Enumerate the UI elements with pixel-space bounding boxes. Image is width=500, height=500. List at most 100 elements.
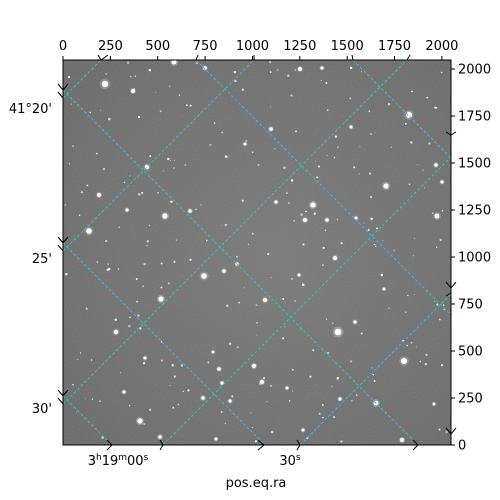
- faint-star: [65, 272, 68, 276]
- faint-star: [118, 226, 121, 229]
- faint-star: [85, 307, 88, 310]
- faint-star: [255, 304, 258, 307]
- grid-line-ra: [63, 60, 102, 99]
- faint-star: [64, 204, 67, 206]
- star: [137, 418, 143, 424]
- faint-star: [407, 294, 409, 297]
- faint-star: [316, 176, 319, 179]
- faint-star: [75, 412, 77, 414]
- faint-star: [167, 157, 170, 161]
- faint-star: [326, 351, 330, 355]
- coordinate-grid: [63, 60, 451, 445]
- faint-star: [436, 303, 439, 306]
- faint-star: [360, 332, 363, 335]
- faint-star: [305, 210, 307, 213]
- faint-star: [117, 268, 120, 270]
- top-axis-tick-label: 500: [145, 39, 170, 54]
- star: [285, 386, 289, 390]
- star: [382, 287, 386, 291]
- faint-star: [89, 111, 91, 114]
- faint-star: [295, 130, 297, 133]
- faint-star: [284, 326, 286, 328]
- star: [252, 364, 256, 368]
- faint-star: [293, 220, 296, 222]
- faint-star: [262, 376, 266, 380]
- faint-star: [224, 155, 228, 158]
- faint-star: [370, 133, 372, 135]
- faint-star: [370, 196, 373, 198]
- top-axis-tick-label: 1750: [378, 39, 411, 54]
- faint-star: [234, 79, 237, 83]
- faint-star: [286, 192, 288, 194]
- faint-star: [143, 423, 146, 425]
- faint-star: [326, 155, 328, 157]
- faint-star: [387, 102, 391, 106]
- x-axis-title: pos.eq.ra: [226, 476, 287, 491]
- faint-star: [221, 131, 223, 134]
- faint-star: [331, 386, 333, 388]
- star: [222, 269, 226, 273]
- faint-star: [226, 223, 228, 225]
- right-axis-tick-label: 1750: [458, 110, 491, 125]
- faint-star: [422, 169, 424, 171]
- right-axis-tick-label: 750: [458, 298, 483, 313]
- star: [440, 180, 444, 184]
- faint-star: [159, 110, 162, 113]
- faint-star: [282, 337, 285, 340]
- faint-star: [241, 88, 245, 91]
- star: [338, 397, 342, 401]
- faint-star: [406, 344, 408, 347]
- faint-star: [412, 255, 415, 257]
- faint-star: [173, 260, 176, 263]
- faint-star: [100, 109, 102, 111]
- faint-star: [370, 217, 373, 221]
- grid-line-ra: [63, 60, 408, 405]
- star: [97, 193, 101, 197]
- faint-star: [294, 69, 296, 71]
- dec-tick-label: 41°20': [9, 102, 52, 117]
- faint-star: [326, 318, 328, 320]
- faint-star: [312, 349, 315, 352]
- faint-star: [77, 358, 79, 360]
- faint-star: [146, 240, 150, 243]
- faint-star: [184, 164, 186, 166]
- faint-star: [256, 321, 258, 324]
- star: [298, 67, 302, 71]
- faint-star: [205, 239, 208, 242]
- star: [354, 216, 358, 220]
- faint-star: [137, 193, 141, 196]
- faint-star: [404, 311, 407, 313]
- faint-star: [301, 283, 305, 287]
- faint-star: [134, 75, 137, 77]
- faint-star: [340, 242, 343, 245]
- faint-star: [148, 68, 152, 72]
- faint-star: [170, 160, 172, 161]
- faint-star: [270, 430, 274, 434]
- sky-image: [63, 60, 451, 445]
- faint-star: [148, 408, 152, 411]
- faint-star: [233, 70, 237, 74]
- right-axis-tick-label: 2000: [458, 63, 491, 78]
- faint-star: [300, 213, 303, 216]
- faint-star: [414, 238, 416, 240]
- faint-star: [291, 277, 294, 280]
- faint-star: [393, 249, 395, 252]
- faint-star: [434, 106, 437, 109]
- faint-star: [256, 334, 258, 336]
- faint-star: [129, 75, 132, 78]
- faint-star: [431, 212, 434, 215]
- faint-star: [177, 403, 180, 406]
- right-pixel-axis: 0 250 500 750 1000 1250 1500 1750 2000: [451, 63, 491, 454]
- star: [217, 367, 221, 371]
- faint-star: [90, 359, 93, 361]
- faint-star: [129, 175, 131, 177]
- star: [188, 209, 192, 213]
- faint-star: [268, 60, 272, 64]
- faint-star: [382, 239, 384, 241]
- faint-star: [376, 227, 378, 230]
- star: [406, 112, 412, 118]
- faint-star: [171, 363, 174, 367]
- faint-star: [439, 318, 441, 321]
- star: [228, 399, 232, 403]
